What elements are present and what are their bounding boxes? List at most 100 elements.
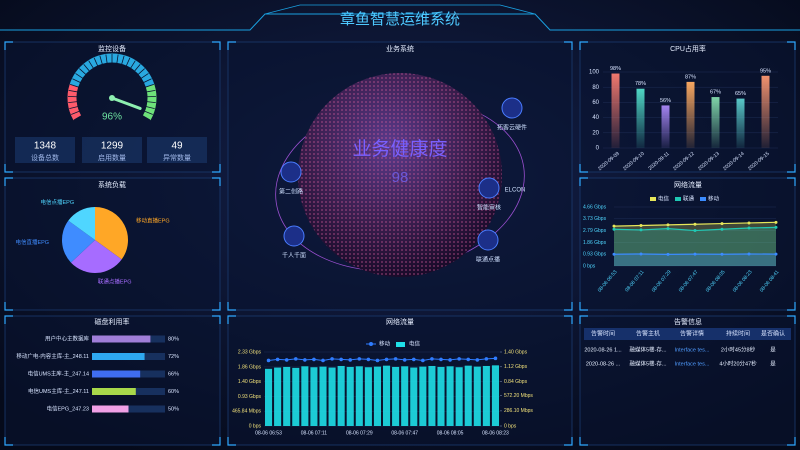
bar [473, 366, 481, 426]
y-tick-label: 2.79 Gbps [583, 228, 607, 234]
health-value: 98 [392, 169, 409, 186]
y-tick-label: 0.93 Gbps [238, 394, 262, 400]
legend-swatch [369, 342, 373, 346]
bar [355, 366, 363, 426]
series-point [393, 357, 398, 361]
bar-category: 用户中心主数据库 [45, 334, 90, 342]
y-tick-label: 0 bps [583, 263, 596, 269]
bar-label: 95% [760, 68, 771, 74]
x-tick-label: 08-06 07:11 [301, 430, 328, 436]
panel-corner [4, 315, 221, 446]
series-point [720, 222, 724, 226]
series-point [639, 228, 643, 232]
series-area [614, 227, 776, 266]
gauge-tick [116, 54, 119, 64]
panel [4, 315, 221, 446]
table-cell: 融媒体5楼-存... [630, 345, 667, 353]
series-point [339, 357, 343, 362]
bar [401, 366, 409, 426]
bar [392, 366, 400, 426]
gauge-tick [68, 101, 78, 103]
bar [611, 73, 620, 148]
y-tick-label: 0 bps [249, 423, 262, 429]
bar [455, 367, 463, 426]
node-label: 第二创路 [279, 188, 303, 196]
bar [337, 365, 345, 426]
bar [265, 368, 273, 426]
node-label: 联通点播 [476, 256, 500, 264]
header-title: 章鱼智慧运维系统 [340, 10, 460, 28]
series-point [720, 227, 724, 231]
series-point [303, 358, 307, 362]
node-label: ELCON [505, 188, 526, 194]
panel-title: CPU占用率 [670, 44, 706, 53]
stat-label: 设备总数 [31, 153, 59, 162]
stat-box [147, 137, 207, 163]
series-point [275, 357, 280, 362]
bar [736, 98, 745, 148]
bar [482, 365, 490, 426]
panel-corner [579, 315, 796, 446]
table-header: 告警时间 [591, 330, 615, 338]
panel-corner [4, 41, 221, 173]
series-point [639, 223, 643, 227]
table-cell: 2小时45分8秒 [721, 345, 756, 353]
node-label: 智能审核 [477, 204, 501, 212]
gauge-tick [71, 110, 80, 115]
panel-title: 网络流量 [386, 317, 414, 326]
series-area [614, 253, 776, 266]
bar-label: 66% [168, 371, 179, 377]
gauge-tick [146, 101, 156, 103]
series-point [421, 358, 425, 363]
panel-title: 网络流量 [674, 180, 702, 189]
series-area [614, 222, 776, 266]
node-icon [501, 97, 523, 119]
gauge-value: 96% [102, 112, 122, 123]
stat-value: 1348 [34, 141, 57, 152]
y-tick-label: 20 [592, 130, 599, 136]
legend-label: 联通 [683, 194, 695, 202]
sphere-dots [298, 73, 502, 277]
series-point [666, 252, 670, 256]
bar [437, 366, 445, 426]
node-label: 拓客云硬件 [497, 124, 527, 132]
bar-category: 移动广电-内容主库-主_248.11 [16, 352, 89, 360]
bar [711, 97, 720, 148]
y-tick-label: 1.86 Gbps [583, 240, 607, 246]
gauge-tick [79, 68, 87, 75]
pie-slice [68, 207, 95, 240]
series-point [612, 224, 616, 228]
series-point [321, 358, 325, 363]
table-cell: 2020-08-26 ... [586, 361, 621, 367]
x-tick-label: 08-06 08:05 [437, 430, 464, 436]
bar-category: 电信EPG_247.23 [47, 404, 90, 412]
table-cell: 是 [770, 346, 776, 353]
gauge-tick [83, 64, 90, 72]
panel-corner [4, 177, 221, 311]
panel-corner [579, 41, 796, 173]
bar [661, 105, 670, 148]
node-icon [478, 177, 500, 199]
bar [464, 365, 472, 426]
node-icon [477, 229, 499, 251]
node-icon [280, 161, 302, 183]
bar [92, 388, 136, 395]
bar-label: 67% [710, 90, 721, 96]
bar [419, 366, 427, 426]
bar [686, 81, 695, 148]
series-point [720, 252, 724, 256]
x-tick-label: 08-06 06:53 [255, 430, 282, 436]
y-tick-label: 0.93 Gbps [583, 252, 607, 258]
y-tick-label: 60 [592, 100, 599, 106]
gauge-tick [75, 73, 84, 79]
series-point [457, 357, 461, 361]
gauge-tick [68, 89, 78, 93]
node-icon [283, 225, 305, 247]
table-cell: 2020-08-26 1... [584, 347, 622, 353]
y2-tick-label: 1.12 Gbps [504, 364, 528, 370]
gauge-tick [130, 60, 136, 69]
series-point [266, 358, 271, 363]
series-point [693, 229, 697, 233]
pie-slice [70, 240, 122, 273]
